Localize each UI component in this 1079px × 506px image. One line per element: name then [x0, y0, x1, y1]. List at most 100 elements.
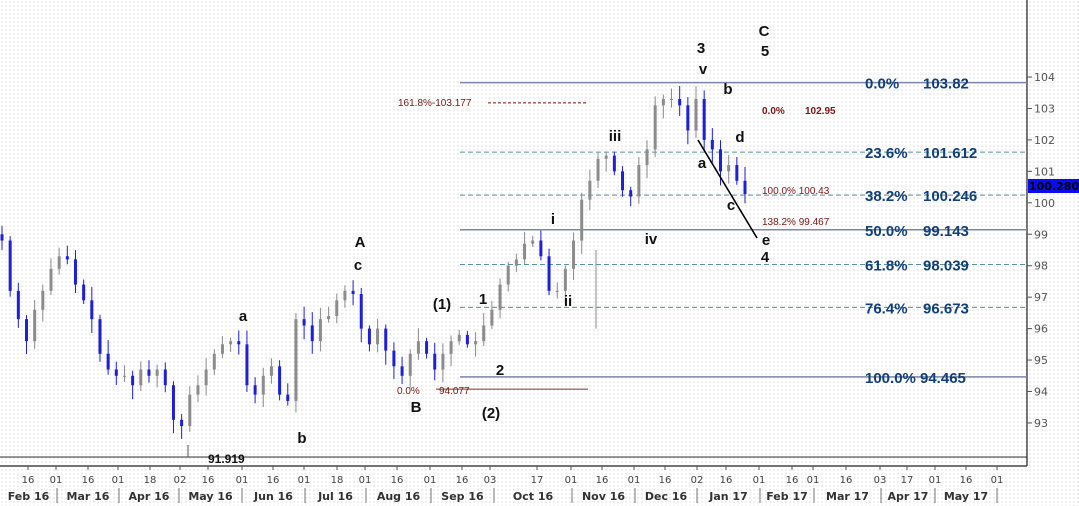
fib-percent-label: 38.2% [865, 188, 908, 205]
month-label: Feb 17 [766, 490, 808, 503]
extension-label: 138.2% 99.467 [762, 217, 830, 228]
x-tick-label: 16 [840, 475, 853, 486]
wave-label: v [699, 61, 708, 78]
y-tick-label: 96 [1034, 323, 1048, 336]
y-tick-label: 99 [1034, 228, 1048, 241]
candle-body [33, 309, 37, 342]
month-label: Jul 16 [317, 490, 353, 503]
wave-label: c [727, 197, 735, 214]
extension-label: 0.0% [762, 106, 785, 117]
extension-label: 94.077 [439, 386, 470, 397]
x-tick-label: 03 [484, 475, 497, 486]
trendline [697, 139, 758, 239]
candle-body [229, 341, 233, 345]
candle-body [122, 375, 126, 377]
y-tick-label: 94 [1034, 386, 1048, 399]
x-tick-label: 16 [82, 475, 95, 486]
candle-body [596, 158, 600, 181]
wave-label: iii [609, 128, 622, 145]
candle-body [523, 243, 527, 260]
month-label: May 17 [944, 490, 988, 503]
candle-body [531, 240, 535, 244]
x-tick-label: 01 [50, 475, 63, 486]
candle-body [408, 353, 412, 376]
month-label: Mar 17 [826, 490, 869, 503]
month-label: Mar 16 [67, 490, 110, 503]
candle-body [376, 328, 380, 345]
month-label: Feb 16 [8, 490, 50, 503]
x-tick-label: 02 [174, 475, 187, 486]
x-tick-label: 18 [144, 475, 157, 486]
low-value-label: 91.919 [208, 452, 245, 466]
candle-body [612, 155, 616, 172]
extension-label: 0.0% [397, 386, 420, 397]
candle-body [514, 259, 518, 266]
candle-body [163, 369, 167, 386]
wave-label: iv [645, 231, 658, 248]
candle-body [490, 309, 494, 326]
wave-label: d [735, 129, 744, 146]
y-tick-label: 102 [1034, 134, 1055, 147]
candle-body [588, 180, 592, 200]
extension-label: 161.8%-103.177 [398, 98, 472, 109]
y-tick-label: 95 [1034, 354, 1048, 367]
candle-body [735, 165, 739, 181]
candle-body [220, 344, 224, 354]
wave-label: 1 [479, 291, 487, 308]
x-tick-label: 02 [691, 475, 704, 486]
candle-body [0, 234, 4, 241]
wave-label: 4 [761, 249, 770, 266]
x-tick-label: 16 [659, 475, 672, 486]
candle-body [351, 290, 355, 295]
candle-body [253, 385, 257, 395]
candle-body [678, 99, 682, 106]
candle-body [457, 334, 461, 342]
fib-percent-label: 61.8% [865, 257, 908, 274]
fib-value-label: 96.673 [923, 300, 969, 317]
x-tick-label: 01 [929, 475, 942, 486]
candle-body [278, 366, 282, 395]
wave-label: (1) [433, 296, 451, 313]
candle-body [131, 375, 135, 386]
candle-body [694, 99, 698, 131]
candle-body [147, 369, 151, 376]
candle-body [727, 165, 731, 172]
fib-value-label: 94.465 [920, 370, 966, 387]
candle-body [302, 319, 306, 326]
candle-body [498, 284, 502, 310]
x-tick-label: 16 [596, 475, 609, 486]
candle-body [73, 259, 77, 285]
candle-body [65, 256, 69, 260]
candle-body [57, 256, 61, 269]
wave-label: (2) [482, 405, 500, 422]
candle-body [106, 353, 110, 370]
candle-body [41, 290, 45, 310]
x-tick-label: 18 [331, 475, 344, 486]
candle-body [343, 290, 347, 301]
candle-body [572, 240, 576, 269]
y-tick-label: 100 [1034, 197, 1055, 210]
candle-body [245, 344, 249, 386]
x-tick-label: 03 [874, 475, 887, 486]
candle-body [261, 375, 265, 395]
candle-body [604, 155, 608, 159]
wave-label: a [239, 308, 248, 325]
fib-percent-label: 23.6% [865, 145, 908, 162]
fib-value-label: 98.039 [923, 257, 969, 274]
y-tick-label: 104 [1034, 71, 1055, 84]
candle-body [384, 328, 388, 351]
x-tick-label: 16 [391, 475, 404, 486]
month-label: Apr 16 [129, 490, 170, 503]
x-tick-label: 17 [531, 475, 544, 486]
candle-body [204, 369, 208, 386]
candle-body [621, 171, 625, 191]
wave-label: a [698, 155, 707, 172]
candle-body [661, 99, 665, 106]
candle-body [155, 369, 159, 376]
x-tick-label: 01 [807, 475, 820, 486]
candle-body [449, 341, 453, 354]
month-label: Apr 17 [888, 490, 929, 503]
wave-label: ii [564, 293, 572, 310]
candle-body [645, 149, 649, 166]
candle-body [327, 316, 331, 320]
